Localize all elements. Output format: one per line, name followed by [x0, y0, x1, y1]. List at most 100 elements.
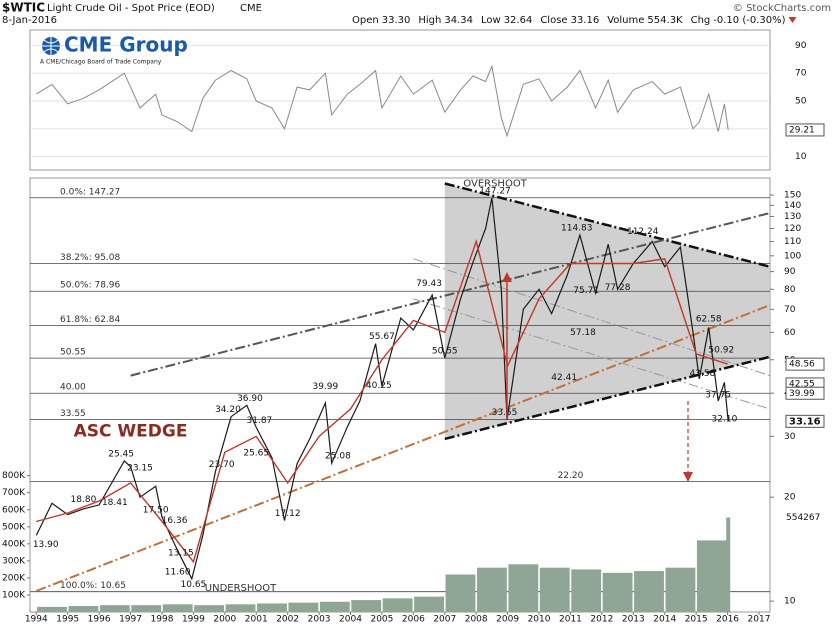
quote-label: High — [418, 15, 441, 26]
volume-bar — [476, 567, 507, 612]
y-tick-label: 90 — [795, 41, 807, 51]
x-tick-label: 1996 — [88, 615, 111, 625]
price-label: 57.18 — [570, 328, 596, 338]
volume-bar — [351, 600, 382, 612]
x-tick-label: 2011 — [559, 615, 582, 625]
x-tick-label: 2000 — [213, 615, 236, 625]
rsi-line — [36, 64, 729, 138]
x-tick-label: 2001 — [245, 615, 268, 625]
y-tick-label: 140 — [784, 201, 801, 211]
y-tick-label: 10 — [784, 597, 796, 607]
y2-tick-label: 700K — [2, 488, 26, 498]
rsi-marker: 29.21 — [789, 125, 815, 135]
price-marker: 42.55 — [789, 379, 815, 389]
arrows — [502, 272, 693, 482]
x-tick-label: 2009 — [496, 615, 519, 625]
price-label: 114.83 — [561, 224, 593, 234]
price-label: 25.45 — [108, 450, 134, 460]
x-tick-label: 1997 — [119, 615, 142, 625]
rsi-marker-box — [785, 123, 825, 137]
price-label: 36.90 — [237, 394, 263, 404]
trendline — [444, 182, 771, 268]
volume-bar — [99, 605, 130, 612]
volume-bar — [68, 606, 99, 612]
price-label: 25.08 — [325, 452, 351, 462]
exchange: CME — [240, 3, 262, 14]
price-label: 39.99 — [312, 382, 338, 392]
price-label: 18.80 — [71, 495, 97, 505]
volume-bar — [508, 564, 539, 612]
trendline — [413, 258, 771, 377]
level-label: 100.0%: 10.65 — [60, 581, 126, 591]
volume-marker: 554267 — [786, 513, 820, 523]
y2-tick-label: 400K — [2, 539, 26, 549]
y2-tick-label: 500K — [2, 522, 26, 532]
volume-bar — [162, 604, 193, 612]
date: 8-Jan-2016 — [2, 15, 57, 26]
price-label: 25.65 — [243, 448, 269, 458]
trendline — [413, 298, 771, 410]
volume-bar — [726, 517, 731, 612]
price-label: 18.41 — [102, 498, 128, 508]
logo-name: CME Group — [64, 33, 188, 57]
quote-label: Close — [540, 15, 567, 26]
price-label: 34.20 — [215, 405, 241, 415]
price-label: 55.67 — [369, 332, 395, 342]
x-tick-label: 2006 — [402, 615, 425, 625]
y-tick-label: 80 — [784, 285, 796, 295]
price-label: 31.87 — [247, 416, 273, 426]
y-tick-label: 30 — [784, 432, 796, 442]
symbol: $WTIC — [2, 1, 45, 15]
level-label: 50.0%: 78.96 — [60, 281, 121, 291]
y2-tick-label: 600K — [2, 505, 26, 515]
y-tick-label: 10 — [795, 152, 807, 162]
quote-label: Low — [481, 15, 501, 26]
volume-bar — [602, 572, 633, 612]
trendline — [130, 212, 771, 377]
price-label: 10.65 — [181, 580, 207, 590]
price-marker-box — [785, 357, 825, 371]
price-label: 23.15 — [127, 464, 153, 474]
x-tick-label: 1998 — [151, 615, 174, 625]
annotation: UNDERSHOOT — [205, 583, 277, 594]
quote-label: Chg — [691, 15, 711, 26]
price-marker-box — [785, 386, 825, 400]
volume-bar — [225, 604, 256, 612]
instrument-name: Light Crude Oil - Spot Price (EOD) — [47, 3, 215, 14]
level-label: 0.0%: 147.27 — [60, 187, 120, 197]
x-tick-label: 2010 — [528, 615, 551, 625]
y-tick-label: 60 — [784, 328, 796, 338]
y2-tick-label: 100K — [2, 590, 26, 600]
y-tick-label: 90 — [784, 267, 796, 277]
y2-tick-label: 200K — [2, 573, 26, 583]
volume-bar — [194, 605, 225, 612]
price-label: 17.50 — [143, 506, 169, 516]
y2-tick-label: 300K — [2, 556, 26, 566]
price-label: 40.25 — [366, 381, 392, 391]
y-tick-label: 70 — [784, 305, 796, 315]
wedge — [444, 183, 770, 439]
x-tick-label: 2004 — [339, 615, 362, 625]
x-tick-label: 2007 — [433, 615, 456, 625]
price-label: 37.75 — [705, 390, 731, 400]
y-tick-label: 50 — [795, 97, 807, 107]
price-marker-box — [785, 414, 825, 428]
price-label: 79.43 — [416, 279, 442, 289]
quote-value: 33.16 — [571, 15, 600, 26]
trendline — [444, 355, 771, 441]
volume-bar — [634, 571, 664, 612]
trendline — [35, 304, 771, 592]
price-marker: 33.16 — [789, 416, 821, 427]
y-tick-label: 70 — [795, 69, 807, 79]
x-tick-label: 1999 — [182, 615, 205, 625]
price-label: 147.27 — [479, 186, 511, 196]
x-tick-label: 2016 — [716, 615, 739, 625]
quote-value: 32.64 — [504, 15, 533, 26]
volume-bar — [414, 596, 444, 612]
logo: CME Group A CME/Chicago Board of Trade C… — [40, 33, 188, 66]
x-tick-label: 2008 — [465, 615, 488, 625]
x-tick-label: 1995 — [56, 615, 79, 625]
arrow-head — [683, 472, 693, 482]
y-tick-label: 100 — [784, 251, 801, 261]
